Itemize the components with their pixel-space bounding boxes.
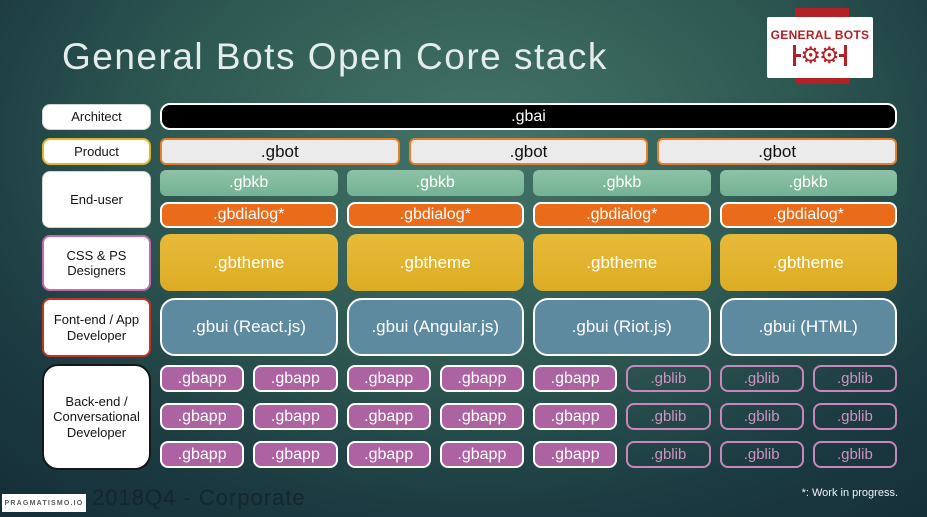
box-gbui-react: .gbui (React.js)	[160, 298, 338, 356]
box-gbapp: .gbapp	[160, 365, 245, 392]
box-gbdialog: .gbdialog*	[346, 202, 524, 228]
pragmatismo-logo: PRAGMATISMO.IO	[2, 494, 86, 512]
box-gbai: .gbai	[160, 103, 897, 130]
row-gbot: .gbot .gbot .gbot	[160, 138, 898, 165]
box-gblib: .gblib	[626, 441, 711, 468]
box-gbapp: .gbapp	[346, 441, 431, 468]
box-gbkb: .gbkb	[719, 170, 897, 196]
gear-icon: ⚙	[800, 41, 821, 68]
box-gblib: .gblib	[719, 365, 804, 392]
box-gbapp: .gbapp	[160, 441, 245, 468]
box-gbui-riot: .gbui (Riot.js)	[533, 298, 711, 356]
box-gbtheme: .gbtheme	[533, 234, 711, 291]
box-gbdialog: .gbdialog*	[160, 202, 338, 228]
slide-title: General Bots Open Core stack	[62, 36, 608, 77]
box-gbui-html: .gbui (HTML)	[719, 298, 897, 356]
box-gbot: .gbot	[657, 138, 898, 165]
gear-bar-icon	[843, 44, 847, 66]
label-architect: Architect	[42, 104, 151, 130]
box-gbui-angular: .gbui (Angular.js)	[346, 298, 524, 356]
label-end-user: End-user	[42, 171, 151, 228]
box-gbapp: .gbapp	[160, 403, 245, 430]
box-gbapp: .gbapp	[439, 441, 524, 468]
box-gblib: .gblib	[812, 441, 897, 468]
box-gblib: .gblib	[626, 365, 711, 392]
gears-icon: ⚙ ⚙	[793, 41, 847, 68]
box-gbot: .gbot	[408, 138, 649, 165]
box-gblib: .gblib	[812, 403, 897, 430]
row-gbui: .gbui (React.js) .gbui (Angular.js) .gbu…	[160, 298, 897, 356]
box-gbtheme: .gbtheme	[346, 234, 524, 291]
row-backend-1: .gbapp .gbapp .gbapp .gbapp .gbapp .gbli…	[160, 365, 897, 392]
box-gbapp: .gbapp	[346, 365, 431, 392]
box-gbkb: .gbkb	[346, 170, 524, 196]
gear-bar-icon	[796, 53, 802, 57]
box-gblib: .gblib	[719, 441, 804, 468]
row-gbdialog: .gbdialog* .gbdialog* .gbdialog* .gbdial…	[160, 202, 897, 228]
row-backend-3: .gbapp .gbapp .gbapp .gbapp .gbapp .gbli…	[160, 441, 897, 468]
box-gbapp: .gbapp	[253, 403, 338, 430]
slide-footer-text: 2018Q4 - Corporate	[92, 485, 306, 510]
box-gblib: .gblib	[626, 403, 711, 430]
label-product: Product	[42, 138, 151, 165]
box-gbapp: .gbapp	[439, 365, 524, 392]
label-css-ps-designers: CSS & PS Designers	[42, 235, 151, 291]
general-bots-logo: GENERAL BOTS ⚙ ⚙	[767, 17, 873, 78]
row-gbkb: .gbkb .gbkb .gbkb .gbkb	[160, 170, 897, 196]
box-gbdialog: .gbdialog*	[533, 202, 711, 228]
box-gblib: .gblib	[812, 365, 897, 392]
box-gbapp: .gbapp	[253, 365, 338, 392]
box-gbapp: .gbapp	[253, 441, 338, 468]
box-gbapp: .gbapp	[533, 403, 618, 430]
box-gbapp: .gbapp	[533, 365, 618, 392]
row-backend-2: .gbapp .gbapp .gbapp .gbapp .gbapp .gbli…	[160, 403, 897, 430]
box-gbapp: .gbapp	[346, 403, 431, 430]
box-gbtheme: .gbtheme	[719, 234, 897, 291]
label-frontend-app-developer: Font-end / App Developer	[42, 298, 151, 357]
label-backend-conversational-developer: Back-end / Conversational Developer	[42, 364, 151, 470]
box-gbdialog: .gbdialog*	[719, 202, 897, 228]
box-gbkb: .gbkb	[160, 170, 338, 196]
gear-icon: ⚙	[819, 41, 840, 68]
row-gbtheme: .gbtheme .gbtheme .gbtheme .gbtheme	[160, 234, 897, 291]
box-gbtheme: .gbtheme	[160, 234, 338, 291]
box-gbapp: .gbapp	[439, 403, 524, 430]
work-in-progress-note: *: Work in progress.	[801, 487, 898, 499]
row-gbai: .gbai	[160, 103, 897, 130]
box-gbapp: .gbapp	[533, 441, 618, 468]
gear-bar-icon	[793, 44, 797, 66]
box-gblib: .gblib	[719, 403, 804, 430]
logo-brand-text: GENERAL BOTS	[770, 27, 870, 42]
gear-bar-icon	[838, 53, 844, 57]
box-gbkb: .gbkb	[533, 170, 711, 196]
box-gbot: .gbot	[160, 138, 400, 165]
